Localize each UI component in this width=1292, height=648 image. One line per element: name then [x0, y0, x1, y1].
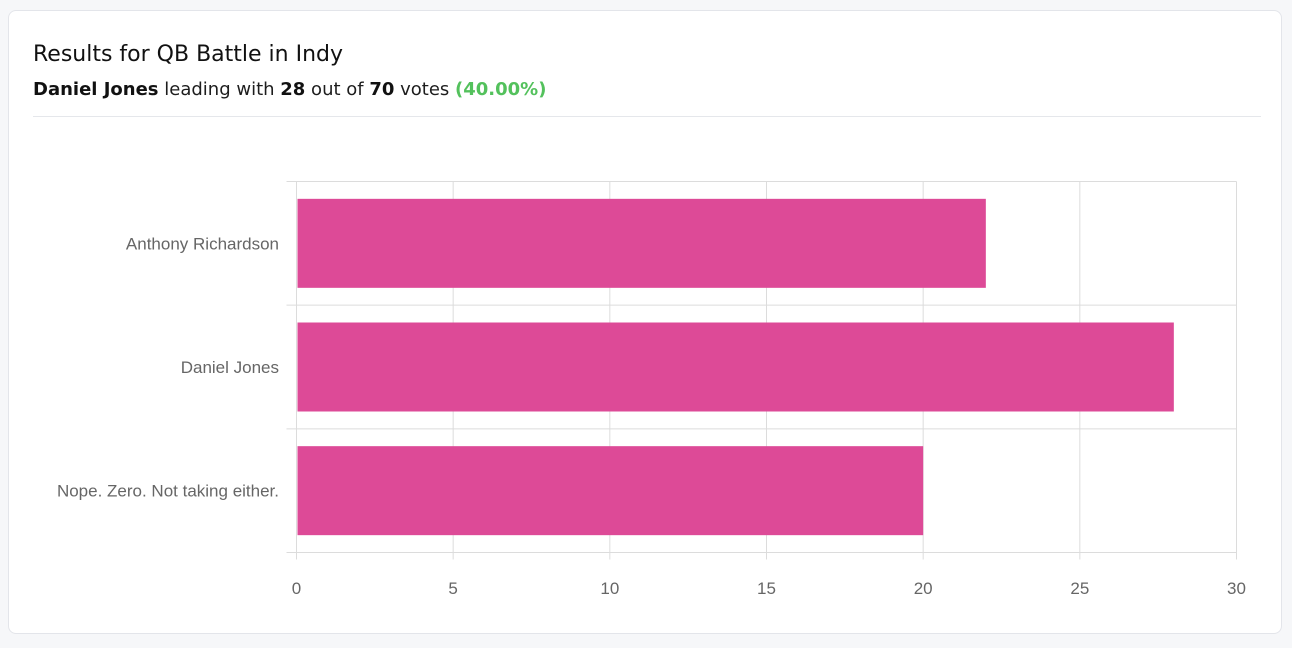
header-divider: [33, 116, 1261, 117]
summary-text-out-of: out of: [305, 79, 370, 100]
x-tick-label: 15: [757, 579, 776, 598]
total-votes: 70: [369, 79, 395, 100]
x-tick-label: 5: [448, 579, 457, 598]
y-tick-label: Daniel Jones: [181, 358, 279, 377]
leader-percent: (40.00%): [455, 79, 547, 100]
x-tick-label: 20: [914, 579, 933, 598]
summary-text-leading: leading with: [158, 79, 281, 100]
bar: [297, 322, 1174, 412]
y-tick-label: Nope. Zero. Not taking either.: [57, 482, 279, 501]
y-tick-label: Anthony Richardson: [126, 234, 279, 253]
votes-bar-chart: Anthony Richardson Daniel Jones Nope. Zero…: [57, 181, 1246, 598]
x-tick-label: 25: [1070, 579, 1089, 598]
leader-votes: 28: [280, 79, 306, 100]
poll-summary: Daniel Jones leading with 28 out of 70 v…: [33, 78, 546, 102]
summary-text-votes: votes: [394, 79, 456, 100]
results-card: Results for QB Battle in Indy Daniel Jon…: [8, 10, 1282, 634]
bar: [297, 446, 924, 536]
x-tick-label: 0: [292, 579, 301, 598]
poll-results-title: Results for QB Battle in Indy: [33, 42, 344, 67]
bar: [297, 198, 986, 288]
leader-name: Daniel Jones: [33, 79, 159, 100]
x-tick-label: 10: [600, 579, 619, 598]
x-tick-label: 30: [1227, 579, 1246, 598]
